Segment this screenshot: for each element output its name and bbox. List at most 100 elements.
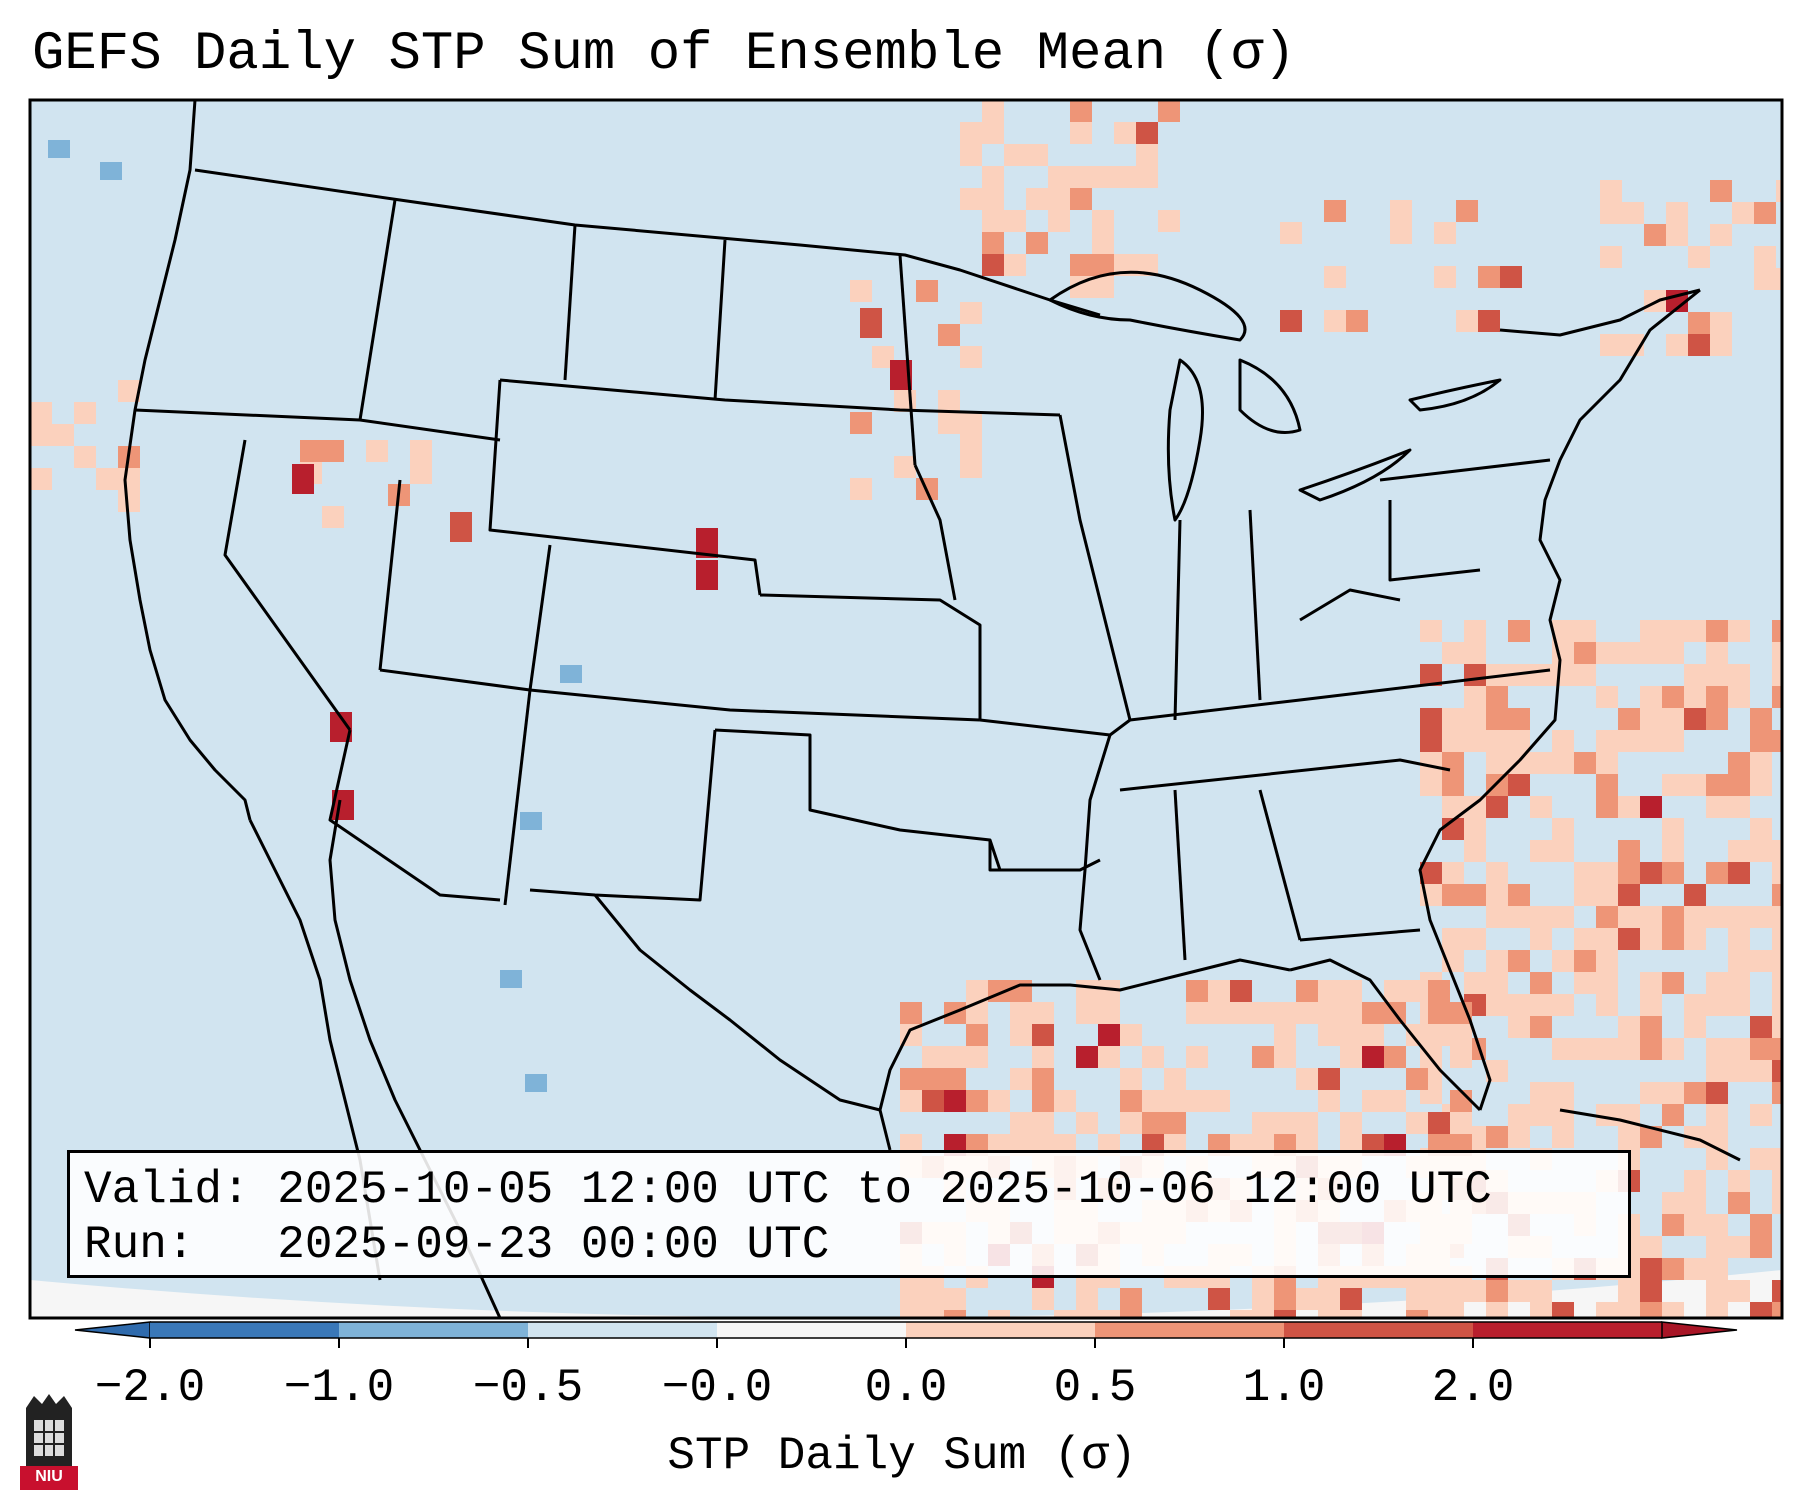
anomaly-cell xyxy=(1600,202,1622,224)
anomaly-cell xyxy=(1662,972,1684,994)
anomaly-cell xyxy=(1772,1148,1782,1170)
anomaly-cell xyxy=(1662,928,1684,950)
anomaly-cell xyxy=(1442,1302,1464,1318)
anomaly-cell xyxy=(1710,334,1732,356)
anomaly-cell xyxy=(1434,222,1456,244)
anomaly-cell xyxy=(1618,906,1640,928)
anomaly-cell xyxy=(410,462,432,484)
anomaly-cell xyxy=(1728,906,1750,928)
anomaly-cell xyxy=(1618,1302,1640,1318)
anomaly-cell xyxy=(1772,862,1782,884)
anomaly-cell xyxy=(1552,994,1574,1016)
anomaly-cell xyxy=(1004,144,1026,166)
state-line xyxy=(1388,500,1481,582)
anomaly-cell xyxy=(1420,752,1442,774)
anomaly-cell xyxy=(118,380,140,402)
anomaly-cell xyxy=(1750,1148,1772,1170)
anomaly-cell xyxy=(1706,642,1728,664)
anomaly-cell xyxy=(1728,796,1750,818)
anomaly-cell xyxy=(1552,752,1574,774)
anomaly-cell xyxy=(1750,774,1772,796)
anomaly-cell xyxy=(1728,1038,1750,1060)
anomaly-cell xyxy=(982,232,1004,254)
anomaly-cell xyxy=(560,665,582,683)
anomaly-cell xyxy=(1596,752,1618,774)
anomaly-cell xyxy=(1508,1280,1530,1302)
anomaly-cell xyxy=(1662,686,1684,708)
anomaly-cell xyxy=(1618,1280,1640,1302)
anomaly-cell xyxy=(1706,994,1728,1016)
anomaly-cell xyxy=(1092,166,1114,188)
anomaly-cell xyxy=(1406,1024,1428,1046)
anomaly-cell xyxy=(1010,1024,1032,1046)
state-line xyxy=(913,464,957,601)
anomaly-cell xyxy=(1362,1046,1384,1068)
anomaly-cell xyxy=(1662,1038,1684,1060)
anomaly-cell xyxy=(1640,1126,1662,1148)
colorbar-tick-label: −0.5 xyxy=(472,1362,584,1414)
anomaly-cell xyxy=(1296,1068,1318,1090)
anomaly-cell xyxy=(1420,664,1442,686)
anomaly-cell xyxy=(1618,642,1640,664)
anomaly-cell xyxy=(1274,1024,1296,1046)
anomaly-cell xyxy=(1508,1104,1530,1126)
anomaly-cell xyxy=(1464,686,1486,708)
anomaly-cell xyxy=(1486,972,1508,994)
anomaly-cell xyxy=(1728,1060,1750,1082)
anomaly-cell xyxy=(1456,310,1478,332)
anomaly-cell xyxy=(1450,1090,1472,1112)
anomaly-cell xyxy=(1596,972,1618,994)
anomaly-cell xyxy=(1574,928,1596,950)
anomaly-cell xyxy=(1684,664,1706,686)
anomaly-cell xyxy=(960,144,982,166)
anomaly-cell xyxy=(1596,642,1618,664)
anomaly-cell xyxy=(872,346,894,368)
anomaly-cell xyxy=(1120,1090,1142,1112)
anomaly-cell xyxy=(1076,1288,1098,1310)
anomaly-cell xyxy=(410,440,432,462)
anomaly-cell xyxy=(1596,796,1618,818)
anomaly-cell xyxy=(960,122,982,144)
anomaly-cell xyxy=(1208,1002,1230,1024)
anomaly-cell xyxy=(1728,1280,1750,1302)
anomaly-cell xyxy=(696,560,718,590)
anomaly-cell xyxy=(1706,1060,1728,1082)
anomaly-cell xyxy=(1750,1104,1772,1126)
anomaly-cell xyxy=(1208,1288,1230,1310)
anomaly-cell xyxy=(944,1090,966,1112)
anomaly-cell xyxy=(1640,730,1662,752)
lake-ontario xyxy=(1408,378,1502,412)
anomaly-cell xyxy=(1296,980,1318,1002)
anomaly-cell xyxy=(1120,1288,1142,1310)
anomaly-cell xyxy=(1706,1302,1728,1318)
anomaly-cell xyxy=(1010,1002,1032,1024)
anomaly-cell xyxy=(1070,166,1092,188)
anomaly-cell xyxy=(1772,906,1782,928)
anomaly-cell xyxy=(1706,774,1728,796)
anomaly-cell xyxy=(1750,752,1772,774)
anomaly-cell xyxy=(1464,928,1486,950)
anomaly-cell xyxy=(1662,1082,1684,1104)
anomaly-cell xyxy=(1552,840,1574,862)
anomaly-cell xyxy=(1754,268,1776,290)
colorbar-tick-label: 0.5 xyxy=(1053,1362,1137,1414)
anomaly-cell xyxy=(1318,1310,1340,1318)
state-line xyxy=(898,254,917,466)
anomaly-cell xyxy=(1010,1068,1032,1090)
state-line xyxy=(1299,588,1401,622)
anomaly-cell xyxy=(938,390,960,412)
anomaly-cell xyxy=(1776,268,1782,290)
anomaly-cell xyxy=(1464,972,1486,994)
anomaly-cell xyxy=(1684,906,1706,928)
anomaly-cell xyxy=(1728,1236,1750,1258)
anomaly-cell xyxy=(1136,122,1158,144)
anomaly-cell xyxy=(1596,862,1618,884)
state-line xyxy=(499,378,1061,417)
anomaly-cell xyxy=(944,1068,966,1090)
state-line xyxy=(503,689,532,906)
anomaly-cell xyxy=(1706,906,1728,928)
anomaly-cell xyxy=(1070,254,1092,276)
anomaly-cell xyxy=(1596,994,1618,1016)
anomaly-cell xyxy=(1508,774,1530,796)
anomaly-cell xyxy=(1530,1104,1552,1126)
